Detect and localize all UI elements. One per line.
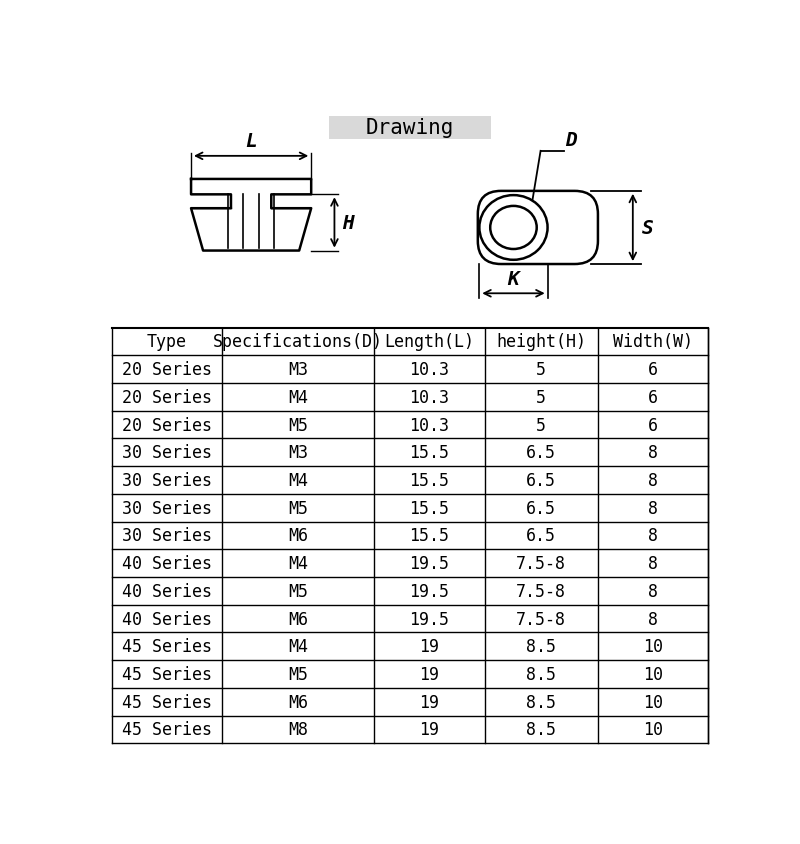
- Text: 10: 10: [643, 665, 663, 684]
- Text: M5: M5: [288, 582, 308, 600]
- Text: 6.5: 6.5: [526, 444, 556, 462]
- Text: K: K: [507, 269, 519, 289]
- Text: 45 Series: 45 Series: [122, 693, 212, 711]
- Text: M6: M6: [288, 527, 308, 545]
- Text: 30 Series: 30 Series: [122, 444, 212, 462]
- Text: 6.5: 6.5: [526, 472, 556, 490]
- Text: 7.5-8: 7.5-8: [516, 610, 566, 628]
- Text: H: H: [342, 214, 354, 233]
- Text: 15.5: 15.5: [410, 444, 450, 462]
- Text: 20 Series: 20 Series: [122, 388, 212, 406]
- Text: 19.5: 19.5: [410, 610, 450, 628]
- Text: M4: M4: [288, 472, 308, 490]
- Text: 8: 8: [648, 499, 658, 517]
- Text: 10: 10: [643, 721, 663, 738]
- Text: Type: Type: [147, 333, 187, 351]
- Text: 6: 6: [648, 416, 658, 434]
- Text: 7.5-8: 7.5-8: [516, 582, 566, 600]
- Text: Specifications(D): Specifications(D): [213, 333, 383, 351]
- Text: 15.5: 15.5: [410, 499, 450, 517]
- Text: Length(L): Length(L): [384, 333, 474, 351]
- Text: 20 Series: 20 Series: [122, 360, 212, 379]
- Text: 45 Series: 45 Series: [122, 721, 212, 738]
- Text: 8.5: 8.5: [526, 693, 556, 711]
- Text: 5: 5: [536, 416, 546, 434]
- FancyBboxPatch shape: [329, 116, 491, 140]
- Text: 40 Series: 40 Series: [122, 610, 212, 628]
- Text: 19: 19: [419, 721, 439, 738]
- Text: 8: 8: [648, 472, 658, 490]
- Text: 10.3: 10.3: [410, 360, 450, 379]
- Text: 20 Series: 20 Series: [122, 416, 212, 434]
- Text: M5: M5: [288, 665, 308, 684]
- Text: 15.5: 15.5: [410, 527, 450, 545]
- Text: 19.5: 19.5: [410, 582, 450, 600]
- Text: 8: 8: [648, 582, 658, 600]
- Text: Drawing: Drawing: [366, 118, 454, 138]
- Text: M6: M6: [288, 610, 308, 628]
- Text: 40 Series: 40 Series: [122, 555, 212, 572]
- Text: 10.3: 10.3: [410, 388, 450, 406]
- Text: M5: M5: [288, 499, 308, 517]
- Text: 15.5: 15.5: [410, 472, 450, 490]
- Text: 8: 8: [648, 444, 658, 462]
- Text: 8: 8: [648, 527, 658, 545]
- Text: 19: 19: [419, 637, 439, 656]
- Text: 6: 6: [648, 388, 658, 406]
- Text: 10: 10: [643, 637, 663, 656]
- Text: 8.5: 8.5: [526, 665, 556, 684]
- Text: L: L: [246, 133, 257, 151]
- Text: 8: 8: [648, 610, 658, 628]
- Text: 19: 19: [419, 693, 439, 711]
- Text: 8: 8: [648, 555, 658, 572]
- FancyBboxPatch shape: [478, 192, 598, 265]
- Text: 30 Series: 30 Series: [122, 527, 212, 545]
- Text: 30 Series: 30 Series: [122, 472, 212, 490]
- Text: height(H): height(H): [496, 333, 586, 351]
- Text: 6.5: 6.5: [526, 499, 556, 517]
- Text: 8.5: 8.5: [526, 721, 556, 738]
- Text: 6: 6: [648, 360, 658, 379]
- Text: 30 Series: 30 Series: [122, 499, 212, 517]
- Text: 10.3: 10.3: [410, 416, 450, 434]
- Text: 40 Series: 40 Series: [122, 582, 212, 600]
- Text: M8: M8: [288, 721, 308, 738]
- Text: 6.5: 6.5: [526, 527, 556, 545]
- Text: M5: M5: [288, 416, 308, 434]
- Text: 10: 10: [643, 693, 663, 711]
- Text: S: S: [642, 219, 654, 238]
- Text: 8.5: 8.5: [526, 637, 556, 656]
- Text: M3: M3: [288, 360, 308, 379]
- Text: M6: M6: [288, 693, 308, 711]
- Text: 19.5: 19.5: [410, 555, 450, 572]
- Text: 45 Series: 45 Series: [122, 637, 212, 656]
- Text: 5: 5: [536, 360, 546, 379]
- Text: M3: M3: [288, 444, 308, 462]
- Text: D: D: [566, 130, 577, 149]
- Text: M4: M4: [288, 555, 308, 572]
- Text: 45 Series: 45 Series: [122, 665, 212, 684]
- Text: M4: M4: [288, 637, 308, 656]
- Ellipse shape: [490, 207, 537, 250]
- Ellipse shape: [479, 196, 547, 261]
- Text: 7.5-8: 7.5-8: [516, 555, 566, 572]
- Text: M4: M4: [288, 388, 308, 406]
- Text: Width(W): Width(W): [613, 333, 693, 351]
- Text: 19: 19: [419, 665, 439, 684]
- Text: 5: 5: [536, 388, 546, 406]
